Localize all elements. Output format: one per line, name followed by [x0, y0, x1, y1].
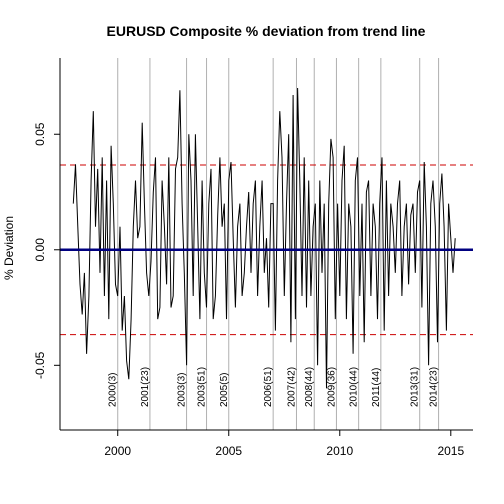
threshold-lines	[60, 164, 473, 336]
marker-label-5: 2006(51)	[263, 367, 274, 407]
y-tick-label-2: 0.05	[33, 122, 47, 146]
marker-labels: 2000(3) 2001(23) 2003(3) 2003(51) 2005(5) 200…	[108, 367, 440, 407]
marker-label-2: 2003(3)	[177, 373, 188, 407]
series-line-0	[72, 87, 456, 389]
marker-label-8: 2009(36)	[326, 367, 337, 407]
marker-label-10: 2011(44)	[371, 368, 382, 407]
marker-label-7: 2008(44)	[304, 367, 315, 407]
marker-label-1: 2001(23)	[140, 367, 151, 407]
marker-label-4: 2005(5)	[219, 373, 230, 407]
marker-lines	[117, 58, 440, 430]
series-layer	[72, 87, 456, 389]
x-tick-label-1: 2005	[215, 444, 242, 458]
marker-label-11: 2013(31)	[410, 367, 421, 407]
x-tick-label-3: 2015	[437, 444, 464, 458]
marker-label-12: 2014(23)	[429, 367, 440, 407]
marker-label-3: 2003(51)	[197, 367, 208, 407]
x-tick-label-0: 2000	[104, 444, 131, 458]
chart-title: EURUSD Composite % deviation from trend …	[107, 23, 426, 39]
marker-label-9: 2010(44)	[349, 367, 360, 407]
y-axis-label: % Deviation	[2, 216, 16, 280]
marker-label-0: 2000(3)	[108, 373, 119, 407]
axes: 2000 2005 2010 2015 -0.05 0.00 0.05	[33, 58, 473, 458]
x-tick-label-2: 2010	[326, 444, 353, 458]
y-tick-label-1: 0.00	[33, 238, 47, 262]
marker-label-6: 2007(42)	[286, 367, 297, 407]
y-tick-label-0: -0.05	[33, 351, 47, 379]
